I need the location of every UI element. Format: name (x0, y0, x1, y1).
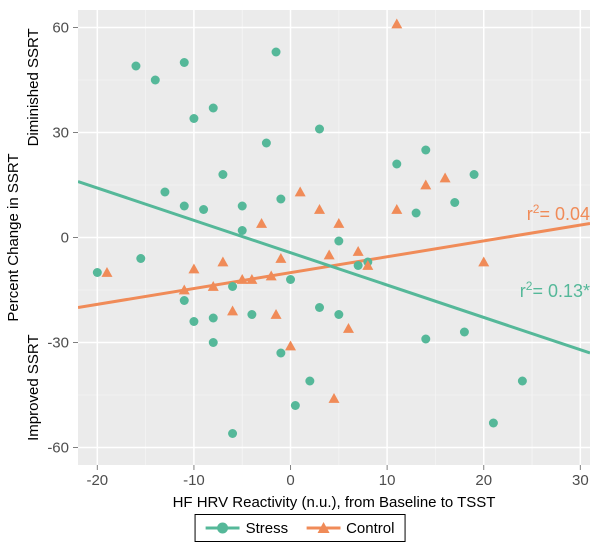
stress-point (228, 282, 237, 291)
stress-point (315, 303, 324, 312)
y-axis-label: Percent Change in SSRT (5, 153, 22, 321)
stress-point (262, 139, 271, 148)
stress-point (276, 195, 285, 204)
legend-label-stress: Stress (246, 520, 289, 537)
stress-point (354, 261, 363, 270)
stress-point (272, 48, 281, 57)
x-tick-label: 20 (475, 472, 492, 489)
stress-point (189, 114, 198, 123)
stress-point (470, 170, 479, 179)
stress-point (247, 310, 256, 319)
stress-point (209, 338, 218, 347)
stress-point (209, 104, 218, 113)
stress-point (291, 401, 300, 410)
stress-point (334, 310, 343, 319)
stress-point (180, 202, 189, 211)
legend-swatch-stress (206, 519, 240, 537)
stress-point (315, 125, 324, 134)
stress-point (228, 429, 237, 438)
stress-point (189, 317, 198, 326)
stress-point (489, 419, 498, 428)
legend-item-stress: Stress (206, 519, 289, 537)
scatter-chart: -20-100102030-60-3003060r2= 0.04r2= 0.13… (0, 0, 600, 548)
x-tick-label: -10 (183, 472, 205, 489)
stress-point (460, 328, 469, 337)
y-tick-label: -30 (47, 335, 69, 352)
legend: Stress Control (195, 514, 406, 542)
stress-point (218, 170, 227, 179)
stress-point (199, 205, 208, 214)
stress-point (180, 58, 189, 67)
stress-point (136, 254, 145, 263)
stress-point (421, 146, 430, 155)
stress-point (305, 377, 314, 386)
stress-point (93, 268, 102, 277)
stress-point (421, 335, 430, 344)
x-tick-label: 30 (572, 472, 589, 489)
stress-point (412, 209, 421, 218)
x-tick-label: -20 (86, 472, 108, 489)
legend-label-control: Control (346, 520, 394, 537)
y-tick-label: -60 (47, 440, 69, 457)
y-axis-secondary-top: Diminished SSRT (25, 28, 42, 146)
stress-point (238, 226, 247, 235)
stress-point (450, 198, 459, 207)
stress-point (131, 62, 140, 71)
stress-point (286, 275, 295, 284)
stress-point (518, 377, 527, 386)
legend-swatch-control (306, 519, 340, 537)
y-tick-label: 60 (52, 20, 69, 37)
y-tick-label: 0 (61, 230, 69, 247)
stress-point (180, 296, 189, 305)
stress-point (276, 349, 285, 358)
legend-item-control: Control (306, 519, 394, 537)
y-axis-secondary-bottom: Improved SSRT (25, 334, 42, 440)
stress-point (334, 237, 343, 246)
stress-point (151, 76, 160, 85)
x-tick-label: 0 (286, 472, 294, 489)
stress-point (238, 202, 247, 211)
plot-svg: -20-100102030-60-3003060r2= 0.04r2= 0.13… (0, 0, 600, 548)
stress-point (209, 314, 218, 323)
stress-point (392, 160, 401, 169)
stress-point (160, 188, 169, 197)
x-tick-label: 10 (379, 472, 396, 489)
x-axis-label: HF HRV Reactivity (n.u.), from Baseline … (173, 494, 496, 511)
y-tick-label: 30 (52, 125, 69, 142)
